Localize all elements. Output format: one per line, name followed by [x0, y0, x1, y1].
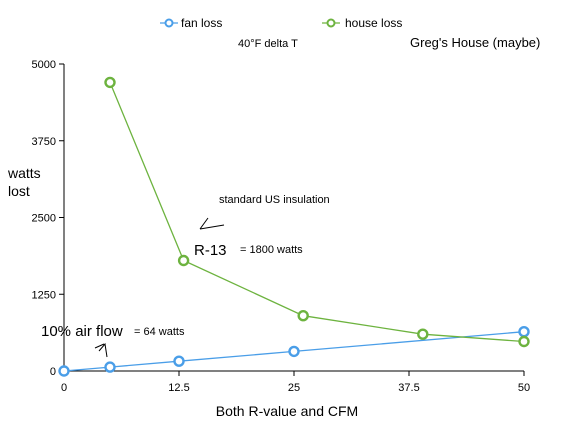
y-tick-label: 3750: [32, 136, 56, 148]
x-axis-ticks: 0 12.5 25 37.5 50: [61, 371, 530, 394]
annotation-standard-insulation: standard US insulation: [219, 194, 330, 206]
legend-label-fan-loss: fan loss: [181, 16, 222, 30]
annotation-r13: R-13: [194, 242, 227, 259]
data-point-fan-loss: [173, 355, 185, 367]
data-point-house-loss: [518, 335, 530, 348]
x-tick-label: 0: [61, 382, 67, 394]
data-point-fan-loss: [104, 361, 116, 373]
legend-marker-fan-loss: [164, 18, 174, 28]
annotation-air-flow: 10% air flow: [41, 323, 123, 340]
data-point-fan-loss: [58, 365, 70, 377]
y-tick-label: 1250: [32, 289, 56, 301]
annotation-arrow-r13: [199, 217, 225, 230]
y-tick-label: 0: [50, 366, 56, 378]
legend-item-fan-loss: fan loss: [160, 16, 222, 30]
data-point-fan-loss: [288, 345, 300, 358]
legend-item-house-loss: house loss: [322, 16, 402, 30]
chart-title: Greg's House (maybe): [410, 35, 540, 50]
x-tick-label: 37.5: [398, 382, 419, 394]
y-axis-label-line-2: lost: [8, 183, 30, 199]
data-point-fan-loss: [518, 326, 530, 338]
data-point-house-loss: [297, 310, 309, 322]
legend-marker-house-loss: [326, 18, 336, 28]
y-tick-label: 2500: [32, 213, 56, 225]
legend: fan loss house loss: [160, 16, 402, 30]
y-axis-ticks: 0 1250 2500 3750 5000: [32, 59, 64, 378]
annotation-arrow-air-flow: [94, 342, 108, 358]
x-tick-label: 12.5: [168, 382, 189, 394]
chart-subtitle: 40°F delta T: [238, 38, 298, 50]
series-line-house-loss: [109, 82, 525, 343]
x-axis-label: Both R-value and CFM: [216, 403, 358, 419]
y-axis-label: watts lost: [7, 165, 45, 199]
x-tick-label: 50: [518, 382, 530, 394]
data-point-house-loss: [104, 76, 116, 89]
annotation-r13-value: = 1800 watts: [240, 244, 303, 256]
data-point-house-loss: [417, 328, 429, 340]
x-tick-label: 25: [288, 382, 300, 394]
annotation-air-flow-value: = 64 watts: [134, 326, 185, 338]
y-tick-label: 5000: [32, 59, 56, 71]
y-axis-label-line-1: watts: [7, 165, 41, 181]
legend-label-house-loss: house loss: [345, 16, 402, 30]
data-point-house-loss: [177, 254, 190, 267]
series-layer: [58, 76, 530, 377]
